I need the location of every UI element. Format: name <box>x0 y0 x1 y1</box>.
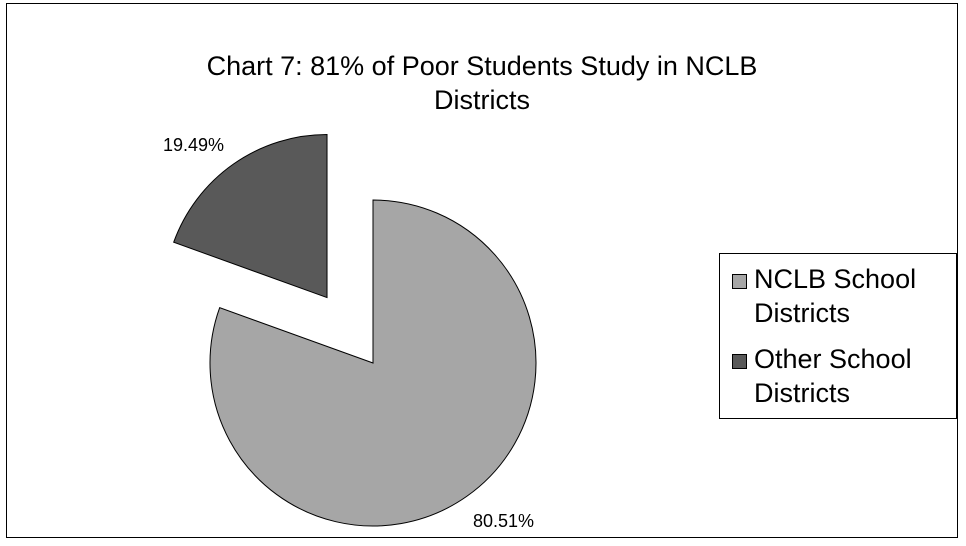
legend-label-other: Other School Districts <box>754 342 964 410</box>
chart-title-line-2: Districts <box>434 85 530 115</box>
pie-chart <box>173 134 537 527</box>
legend-label-other-line-1: Other School <box>754 344 912 374</box>
data-label-nclb: 80.51% <box>473 511 535 531</box>
legend-swatch-nclb <box>732 274 747 289</box>
chart-frame: Chart 7: 81% of Poor Students Study in N… <box>6 3 958 538</box>
legend-swatch-other <box>732 354 747 369</box>
data-label-other: 19.49% <box>163 135 225 155</box>
legend-label-nclb: NCLB School Districts <box>754 262 964 330</box>
chart-title: Chart 7: 81% of Poor Students Study in N… <box>7 49 957 117</box>
chart-title-line-1: Chart 7: 81% of Poor Students Study in N… <box>206 51 758 81</box>
pie-slice-other <box>173 134 328 299</box>
legend-label-other-line-2: Districts <box>754 378 850 408</box>
pie-slice-nclb <box>209 199 537 527</box>
legend-label-nclb-line-2: Districts <box>754 298 850 328</box>
legend-label-nclb-line-1: NCLB School <box>754 264 917 294</box>
chart-legend: NCLB School Districts Other School Distr… <box>719 253 957 419</box>
